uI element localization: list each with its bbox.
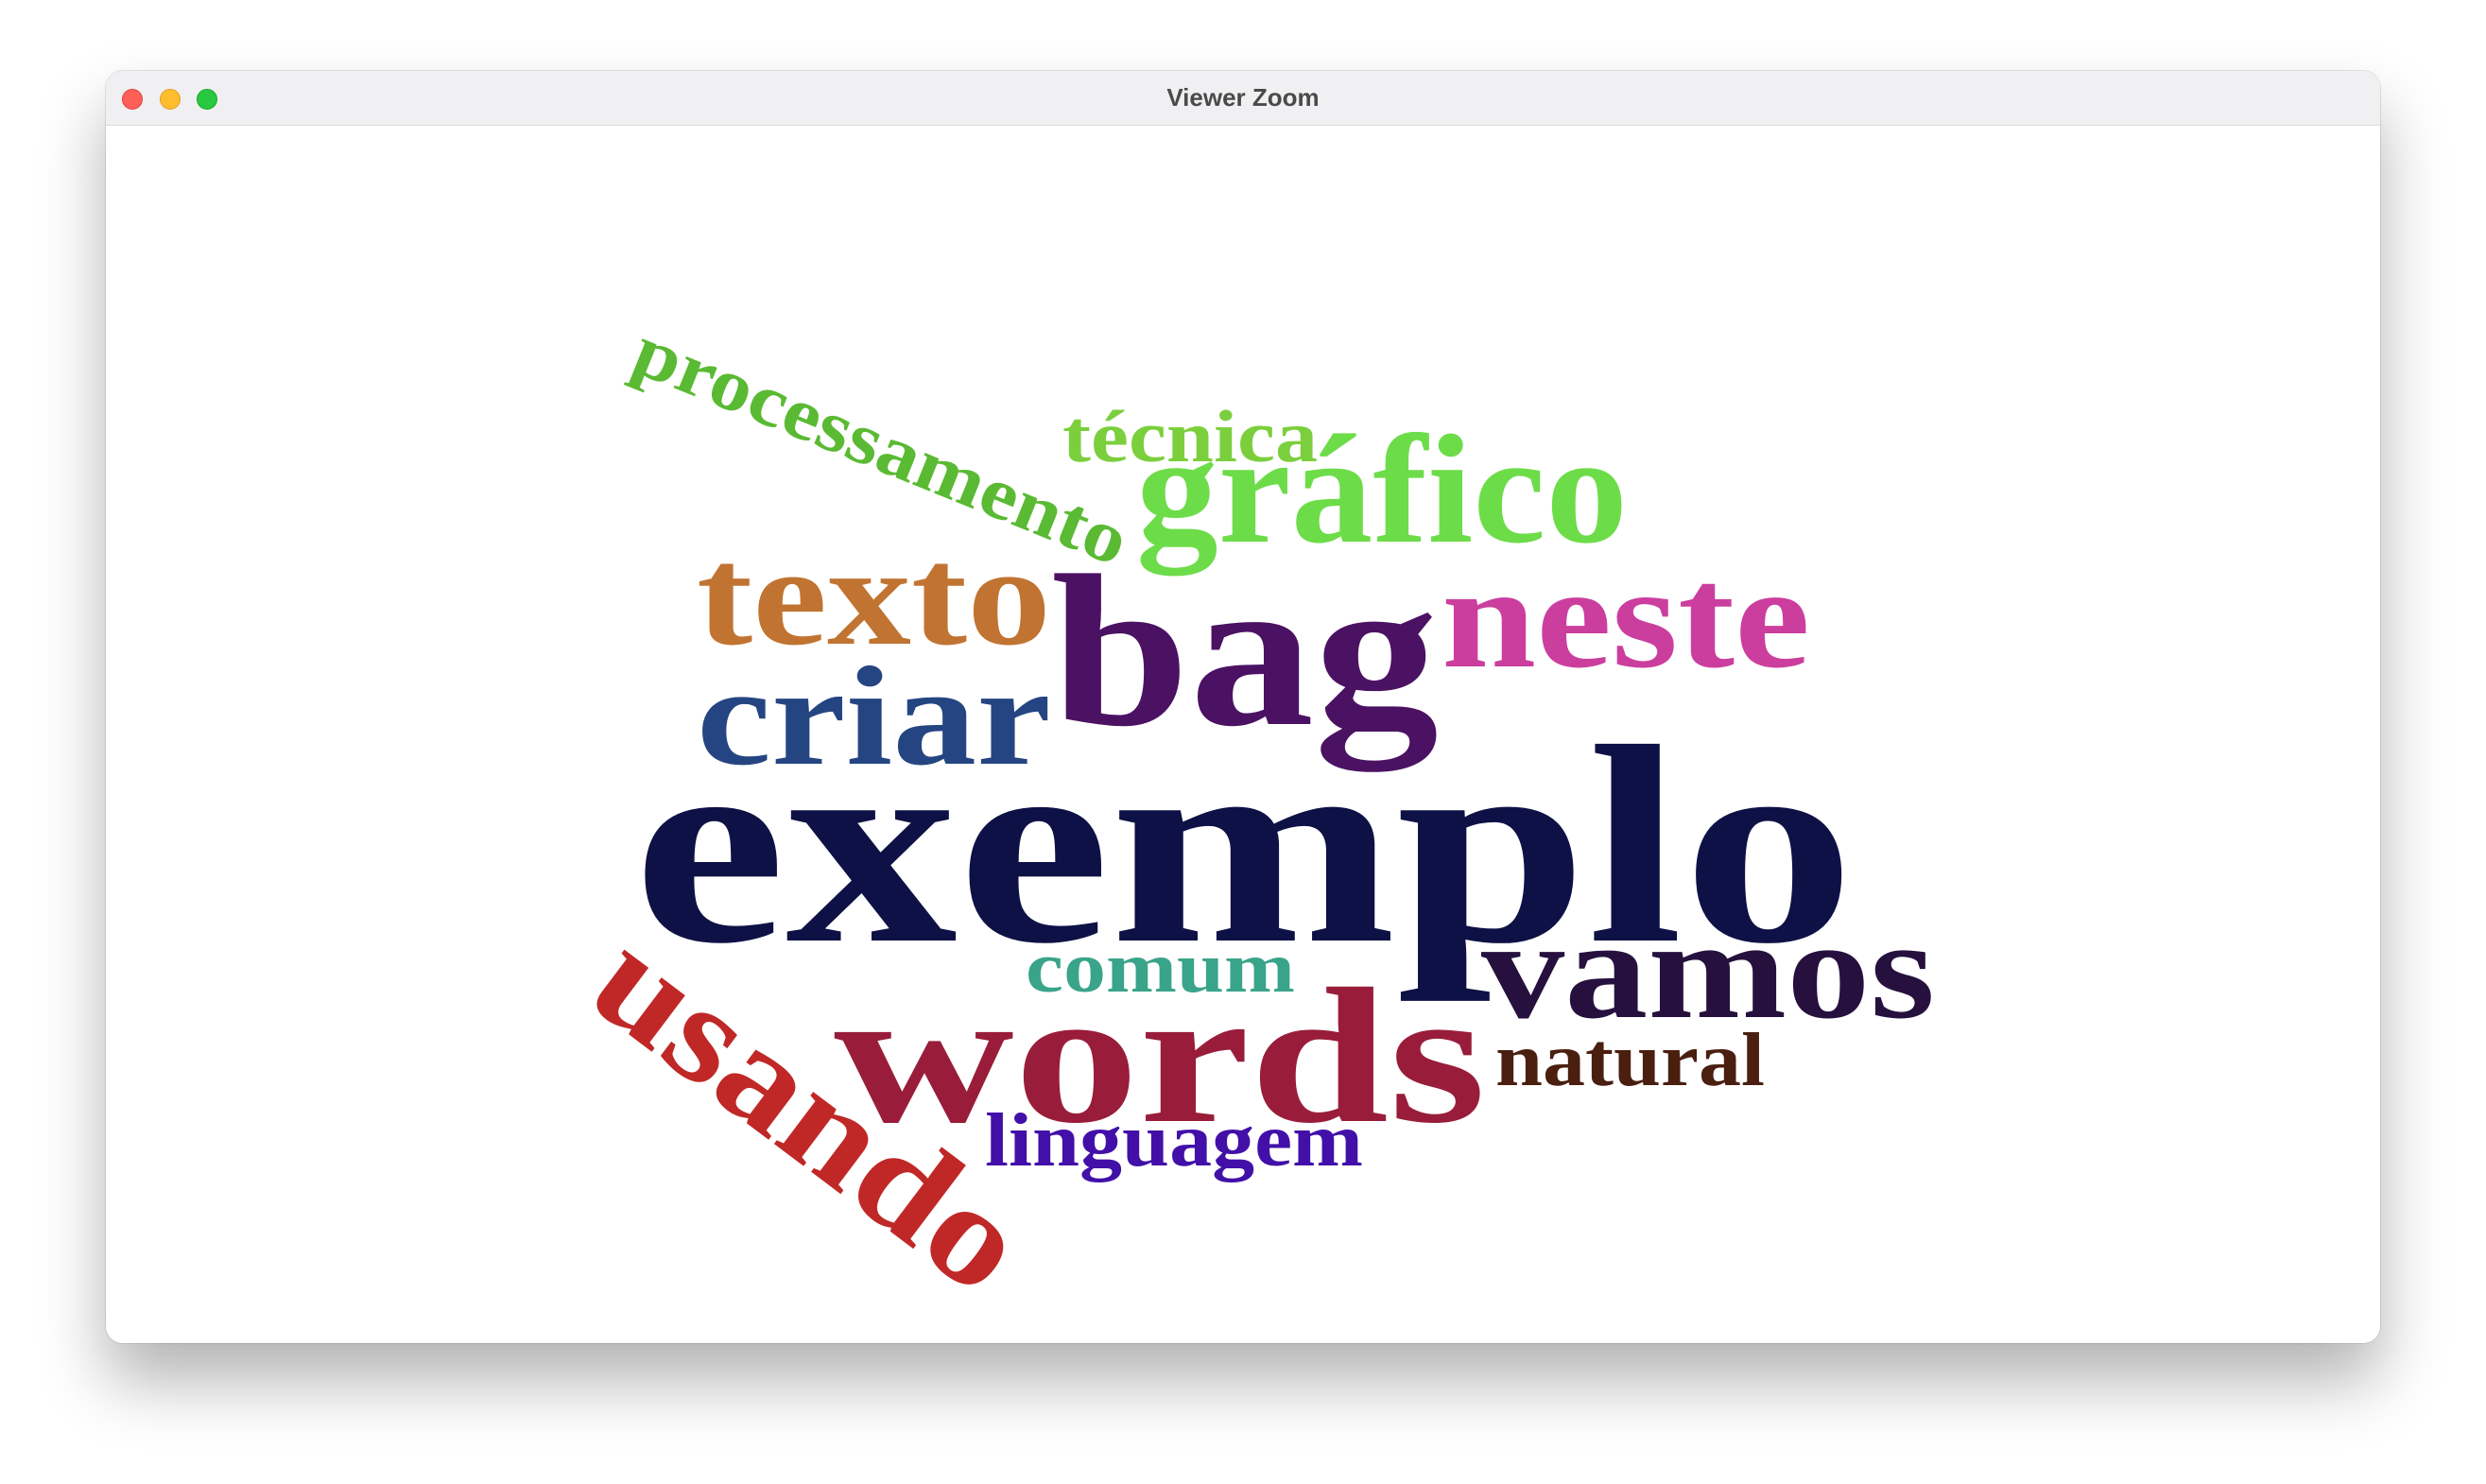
- word-criar: criar: [697, 638, 1051, 795]
- window-title: Viewer Zoom: [1166, 83, 1320, 112]
- word-bag: bag: [1051, 530, 1439, 772]
- word-neste: neste: [1442, 536, 1810, 699]
- word-exemplo: exemplo: [633, 688, 1855, 1003]
- word-vamos: vamos: [1481, 891, 1935, 1048]
- word-técnica: técnica: [1062, 395, 1318, 477]
- word-linguagem: linguagem: [985, 1099, 1363, 1182]
- minimize-icon[interactable]: [160, 89, 181, 110]
- viewer-content: exemplo words bag gráfico neste texto cr…: [106, 126, 2380, 1343]
- maximize-icon[interactable]: [197, 89, 217, 110]
- word-words: words: [834, 949, 1486, 1164]
- title-bar[interactable]: Viewer Zoom: [106, 71, 2380, 126]
- word-natural: natural: [1495, 1019, 1765, 1102]
- word-gráfico: gráfico: [1136, 403, 1628, 577]
- close-icon[interactable]: [122, 89, 143, 110]
- viewer-window: Viewer Zoom exemplo words bag gráfico ne…: [106, 71, 2380, 1343]
- word-texto: texto: [697, 518, 1051, 675]
- word-comum: comum: [1026, 928, 1295, 1008]
- word-cloud: exemplo words bag gráfico neste texto cr…: [564, 308, 1935, 1323]
